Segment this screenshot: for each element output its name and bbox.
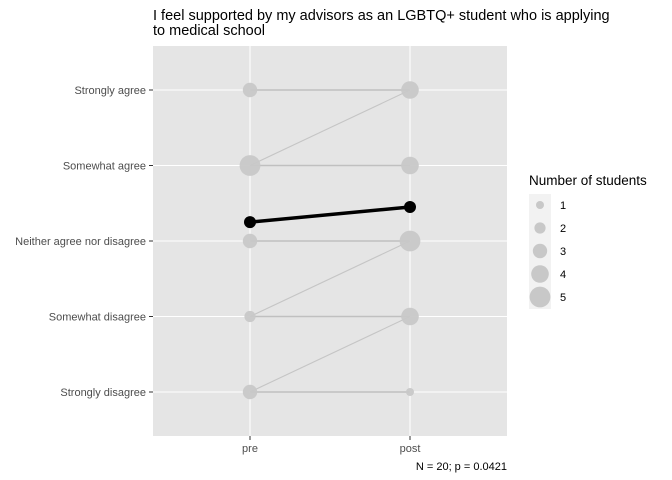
mean-layer xyxy=(244,201,416,229)
point-post-strongly-disagree xyxy=(406,388,414,396)
y-tick-label-somewhat-agree: Somewhat agree xyxy=(63,161,146,173)
transition-layer xyxy=(249,89,411,393)
legend-key-4 xyxy=(531,265,549,283)
y-tick-label-strongly-disagree: Strongly disagree xyxy=(60,387,146,399)
mean-point-post xyxy=(404,201,416,214)
legend: Number of students 1 2 3 4 5 xyxy=(529,173,647,309)
transition-line-somewhat-agree-to-strongly-agree xyxy=(249,89,411,166)
mean-line xyxy=(249,205,411,224)
chart-caption: N = 20; p = 0.0421 xyxy=(416,461,507,473)
chart-title-line-2: to medical school xyxy=(153,23,265,39)
legend-label-1: 1 xyxy=(560,200,566,212)
chart-title-line-1: I feel supported by my advisors as an LG… xyxy=(153,8,610,24)
transition-line-strongly-disagree-to-somewhat-disagree xyxy=(249,316,411,393)
point-pre-neither-agree-nor-disagree xyxy=(242,233,258,249)
point-post-neither-agree-nor-disagree xyxy=(399,230,421,252)
x-tick-label-pre: pre xyxy=(242,443,258,455)
y-tick-label-strongly-agree: Strongly agree xyxy=(74,85,146,97)
point-post-somewhat-disagree xyxy=(401,307,419,326)
legend-label-2: 2 xyxy=(560,223,566,235)
point-pre-strongly-agree xyxy=(242,82,258,98)
point-pre-somewhat-agree xyxy=(239,155,261,176)
legend-key-5 xyxy=(529,286,551,308)
legend-label-4: 4 xyxy=(560,269,566,281)
mean-point-pre xyxy=(244,216,256,229)
y-tick-label-somewhat-disagree: Somewhat disagree xyxy=(49,312,146,324)
legend-label-3: 3 xyxy=(560,246,566,258)
legend-key-3 xyxy=(532,243,548,259)
transition-line-somewhat-disagree-to-neither-agree-nor-disagree xyxy=(249,240,411,317)
x-tick-label-post: post xyxy=(400,443,421,455)
y-tick-label-neither-agree-nor-disagree: Neither agree nor disagree xyxy=(15,236,146,248)
axis-layer: Strongly disagree Somewhat disagree Neithe… xyxy=(15,85,420,455)
legend-key-2 xyxy=(534,222,546,234)
point-layer xyxy=(239,81,421,400)
point-pre-strongly-disagree xyxy=(242,384,258,400)
legend-label-5: 5 xyxy=(560,292,566,304)
point-pre-somewhat-disagree xyxy=(244,310,256,323)
legend-title: Number of students xyxy=(529,173,647,188)
point-post-somewhat-agree xyxy=(401,156,419,175)
legend-key-1 xyxy=(536,201,544,209)
point-post-strongly-agree xyxy=(401,81,419,99)
